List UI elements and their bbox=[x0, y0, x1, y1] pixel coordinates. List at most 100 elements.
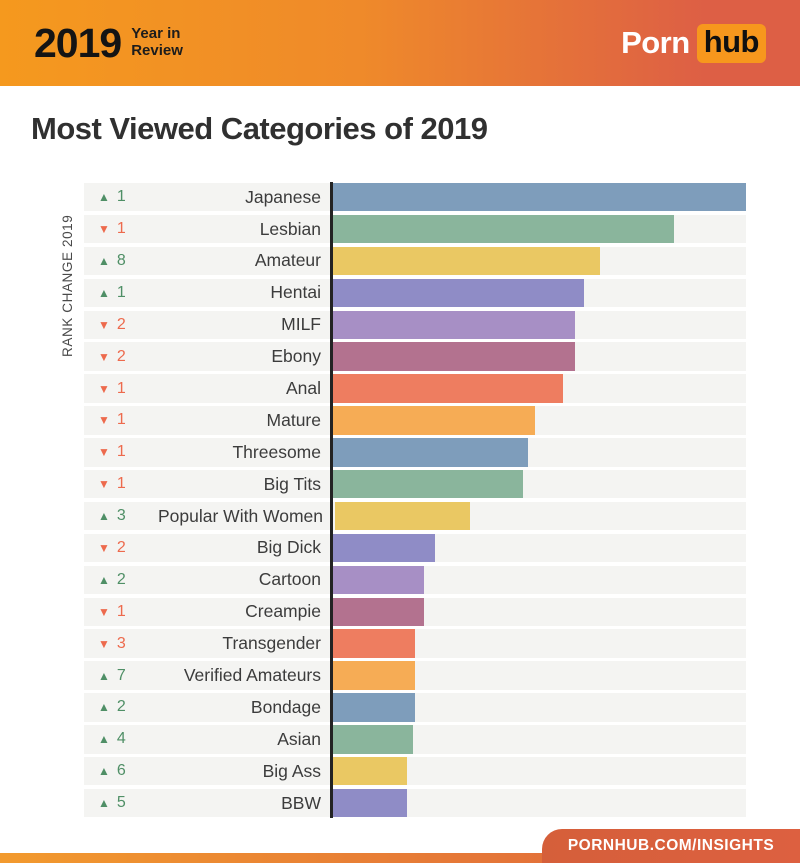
category-label: Transgender bbox=[222, 633, 321, 654]
category-label: Creampie bbox=[245, 601, 321, 622]
bar-zone bbox=[333, 565, 746, 595]
bar-zone bbox=[333, 310, 746, 339]
category-row: ▼ 2 Big Dick bbox=[84, 533, 746, 563]
page-title: Most Viewed Categories of 2019 bbox=[31, 111, 488, 146]
chart-rows: ▲ 1 Japanese ▼ 1 Lesbian ▲ 8 Amateur ▲ 1 Hentai ▼ 2 MI… bbox=[84, 183, 746, 818]
rank-change-axis-label: RANK CHANGE 2019 bbox=[60, 214, 75, 357]
rank-change-value: 3 bbox=[116, 507, 126, 525]
rank-up-icon: ▲ bbox=[98, 253, 110, 268]
category-label: Mature bbox=[266, 409, 321, 430]
category-bar bbox=[333, 342, 575, 371]
category-row: ▲ 2 Cartoon bbox=[84, 565, 746, 595]
chart-baseline-axis bbox=[330, 182, 333, 818]
rank-change: ▼ 1 bbox=[84, 215, 158, 243]
rank-change: ▲ 3 bbox=[84, 502, 158, 530]
logo-hub-badge: hub bbox=[696, 23, 766, 63]
category-bar bbox=[333, 278, 584, 308]
category-row: ▼ 1 Mature bbox=[84, 406, 746, 435]
rank-change: ▼ 1 bbox=[84, 438, 158, 466]
rank-change-value: 2 bbox=[116, 570, 126, 588]
rank-change-value: 6 bbox=[116, 762, 126, 780]
brand-year: 2019 bbox=[34, 19, 122, 66]
rank-change: ▲ 6 bbox=[84, 757, 158, 785]
footer-tab: PORNHUB.COM/INSIGHTS bbox=[542, 829, 800, 863]
rank-down-icon: ▼ bbox=[98, 222, 110, 237]
category-label: Verified Amateurs bbox=[183, 665, 321, 686]
category-bar bbox=[333, 374, 564, 403]
category-bar bbox=[333, 470, 524, 499]
rank-change-value: 1 bbox=[116, 411, 126, 429]
category-bar bbox=[333, 788, 408, 818]
rank-change-value: 7 bbox=[116, 666, 126, 684]
rank-change: ▲ 1 bbox=[84, 279, 158, 307]
rank-change-value: 1 bbox=[116, 475, 126, 493]
rank-change-value: 1 bbox=[116, 283, 126, 301]
category-label: Japanese bbox=[245, 186, 321, 207]
category-bar bbox=[333, 406, 535, 435]
rank-change-value: 2 bbox=[116, 698, 126, 716]
bar-zone bbox=[333, 788, 746, 818]
category-label: Anal bbox=[285, 378, 321, 399]
category-label: BBW bbox=[281, 792, 321, 813]
header-banner: 2019 Year in Review Porn hub bbox=[0, 0, 800, 86]
category-bar bbox=[335, 501, 471, 531]
rank-change-value: 1 bbox=[116, 602, 126, 620]
category-label: Bondage bbox=[250, 696, 321, 717]
rank-up-icon: ▲ bbox=[98, 190, 110, 205]
category-row: ▼ 2 Ebony bbox=[84, 342, 746, 371]
category-row: ▲ 8 Amateur bbox=[84, 246, 746, 276]
category-row: ▲ 1 Hentai bbox=[84, 278, 746, 308]
bar-zone bbox=[333, 757, 746, 786]
category-bar bbox=[333, 438, 529, 467]
category-label: Asian bbox=[277, 728, 321, 749]
bar-zone bbox=[333, 246, 746, 276]
rank-change: ▼ 2 bbox=[84, 342, 158, 370]
category-label: Ebony bbox=[271, 346, 321, 367]
category-label: Threesome bbox=[232, 441, 321, 462]
rank-change: ▲ 2 bbox=[84, 693, 158, 721]
category-label: Big Tits bbox=[263, 473, 321, 494]
bar-zone bbox=[333, 374, 746, 403]
rank-change: ▲ 4 bbox=[84, 725, 158, 753]
category-bar bbox=[333, 214, 674, 244]
bar-zone bbox=[333, 597, 746, 626]
rank-change: ▲ 8 bbox=[84, 247, 158, 275]
rank-change-value: 3 bbox=[116, 634, 126, 652]
rank-change: ▼ 1 bbox=[84, 598, 158, 626]
category-row: ▲ 2 Bondage bbox=[84, 693, 746, 722]
rank-change: ▲ 2 bbox=[84, 566, 158, 594]
rank-change-value: 1 bbox=[116, 379, 126, 397]
rank-change-value: 8 bbox=[116, 251, 126, 269]
bar-zone bbox=[333, 533, 746, 563]
category-label: Big Dick bbox=[256, 537, 321, 558]
category-row: ▼ 1 Anal bbox=[84, 374, 746, 403]
bar-zone bbox=[333, 214, 746, 244]
rank-down-icon: ▼ bbox=[98, 349, 110, 364]
category-row: ▲ 7 Verified Amateurs bbox=[84, 661, 746, 690]
category-row: ▲ 3 Popular With Women bbox=[84, 501, 746, 531]
rank-down-icon: ▼ bbox=[98, 636, 110, 651]
rank-change-value: 1 bbox=[116, 443, 126, 461]
bar-zone bbox=[333, 342, 746, 371]
category-label: Cartoon bbox=[258, 569, 321, 590]
bar-zone bbox=[333, 629, 746, 658]
rank-change: ▲ 1 bbox=[84, 183, 158, 211]
rank-down-icon: ▼ bbox=[98, 540, 110, 555]
brand-subtitle: Year in Review bbox=[131, 25, 183, 60]
category-row: ▼ 1 Big Tits bbox=[84, 470, 746, 499]
category-bar bbox=[333, 693, 416, 722]
category-label: MILF bbox=[281, 314, 321, 335]
bar-zone bbox=[333, 661, 746, 690]
bar-zone bbox=[333, 183, 746, 212]
category-row: ▲ 1 Japanese bbox=[84, 183, 746, 212]
category-label: Hentai bbox=[270, 282, 321, 303]
category-label: Popular With Women bbox=[158, 505, 324, 526]
rank-change-value: 4 bbox=[116, 730, 126, 748]
category-label: Big Ass bbox=[262, 760, 321, 781]
rank-change: ▲ 7 bbox=[84, 661, 158, 689]
category-bar bbox=[333, 183, 746, 212]
rank-up-icon: ▲ bbox=[98, 764, 110, 779]
category-row: ▲ 4 Asian bbox=[84, 725, 746, 754]
rank-change-value: 1 bbox=[116, 220, 126, 238]
rank-down-icon: ▼ bbox=[98, 445, 110, 460]
